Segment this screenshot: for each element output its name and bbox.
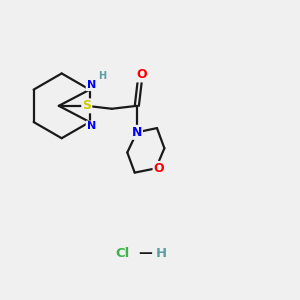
Text: N: N xyxy=(87,122,96,131)
Text: S: S xyxy=(82,99,91,112)
Text: H: H xyxy=(156,247,167,260)
Text: Cl: Cl xyxy=(115,247,129,260)
Text: O: O xyxy=(136,68,147,81)
Text: N: N xyxy=(87,80,96,90)
Text: O: O xyxy=(154,162,164,175)
Text: N: N xyxy=(132,126,142,139)
Text: —: — xyxy=(139,246,152,260)
Text: H: H xyxy=(98,71,106,81)
